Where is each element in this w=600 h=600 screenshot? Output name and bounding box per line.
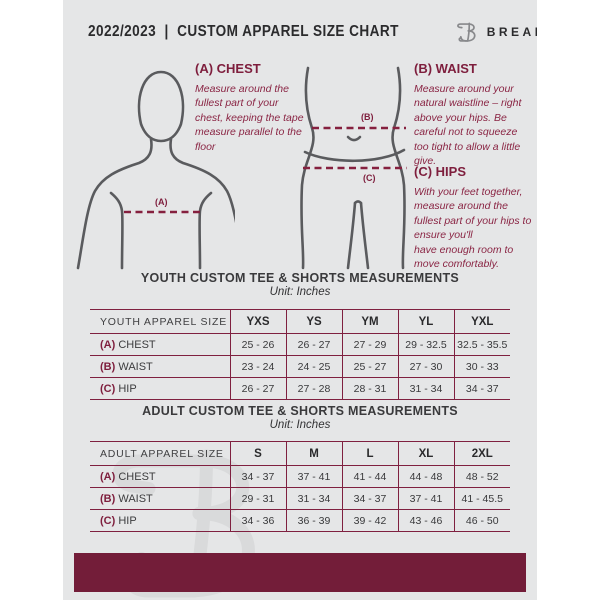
adult-hip-label: (C) HIP <box>90 509 231 532</box>
youth-table-unit: Unit: Inches <box>269 286 331 298</box>
adult-waist-m: 31 - 34 <box>286 487 343 510</box>
table-row: (C) HIP 34 - 36 36 - 39 39 - 42 43 - 46 … <box>90 509 510 532</box>
adult-col-m: M <box>286 441 343 466</box>
brand-name: BREAKAWAY <box>486 25 537 39</box>
table-row: (B) WAIST 29 - 31 31 - 34 34 - 37 37 - 4… <box>90 487 510 510</box>
adult-waist-s: 29 - 31 <box>230 487 287 510</box>
youth-col-yl: YL <box>398 309 455 334</box>
adult-waist-label: (B) WAIST <box>90 487 231 510</box>
youth-col-ym: YM <box>342 309 399 334</box>
chest-guide: (A) CHEST Measure around the fullest par… <box>195 61 309 154</box>
hip-line-marker: (C) <box>363 173 376 183</box>
youth-chest-yl: 29 - 32.5 <box>398 333 455 356</box>
waist-guide-heading: (B) WAIST <box>414 61 477 76</box>
youth-waist-yxl: 30 - 33 <box>465 360 499 373</box>
adult-table-title: ADULT CUSTOM TEE & SHORTS MEASUREMENTS <box>142 404 458 418</box>
adult-chest-l: 41 - 44 <box>342 465 399 488</box>
chest-measure-figure: (A) <box>76 70 235 270</box>
youth-hip-label: (C) HIP <box>90 377 231 400</box>
youth-header-row: YOUTH APPAREL SIZE YXS YS YM YL YXL <box>90 309 510 334</box>
youth-col-yxl: YXL <box>471 315 494 328</box>
adult-header-row: ADULT APPAREL SIZE S M L XL 2XL <box>90 441 510 466</box>
adult-chest-xl: 44 - 48 <box>398 465 455 488</box>
table-row: (A) CHEST 34 - 37 37 - 41 41 - 44 44 - 4… <box>90 465 510 488</box>
table-row: (A) CHEST 25 - 26 26 - 27 27 - 29 29 - 3… <box>90 333 510 356</box>
adult-hip-2xl: 46 - 50 <box>465 514 499 527</box>
row-label: WAIST <box>118 492 153 505</box>
hips-guide-heading: (C) HIPS <box>414 164 466 179</box>
youth-hip-yxl: 34 - 37 <box>465 382 499 395</box>
chest-line-marker: (A) <box>155 197 168 207</box>
youth-col-yxs: YXS <box>230 309 287 334</box>
youth-size-table: YOUTH APPAREL SIZE YXS YS YM YL YXL (A) … <box>90 309 510 400</box>
adult-hip-s: 34 - 36 <box>230 509 287 532</box>
adult-col-2xl: 2XL <box>471 447 493 460</box>
youth-chest-yxl: 32.5 - 35.5 <box>457 338 508 351</box>
youth-waist-ys: 24 - 25 <box>286 355 343 378</box>
hips-guide-text: With your feet together, measure around … <box>414 186 532 271</box>
youth-waist-label: (B) WAIST <box>90 355 231 378</box>
adult-size-header: ADULT APPAREL SIZE <box>90 441 231 466</box>
row-label: CHEST <box>118 470 156 483</box>
youth-chest-label: (A) CHEST <box>90 333 231 356</box>
adult-waist-l: 34 - 37 <box>342 487 399 510</box>
adult-col-l: L <box>342 441 399 466</box>
row-key: (C) <box>100 382 116 395</box>
youth-chest-yxs: 25 - 26 <box>230 333 287 356</box>
table-row: (C) HIP 26 - 27 27 - 28 28 - 31 31 - 34 … <box>90 377 510 400</box>
chest-guide-heading: (A) CHEST <box>195 61 261 76</box>
adult-size-table: ADULT APPAREL SIZE S M L XL 2XL (A) CHES… <box>90 441 510 532</box>
hips-guide: (C) HIPS With your feet together, measur… <box>414 164 534 272</box>
row-key: (B) <box>100 492 116 505</box>
row-key: (A) <box>100 338 116 351</box>
footer-accent-bar <box>74 553 526 592</box>
youth-hip-yl: 31 - 34 <box>398 377 455 400</box>
row-label: HIP <box>118 514 137 527</box>
adult-waist-2xl: 41 - 45.5 <box>461 492 503 505</box>
youth-hip-ys: 27 - 28 <box>286 377 343 400</box>
youth-hip-yxs: 26 - 27 <box>230 377 287 400</box>
youth-waist-ym: 25 - 27 <box>342 355 399 378</box>
row-key: (C) <box>100 514 116 527</box>
adult-chest-m: 37 - 41 <box>286 465 343 488</box>
waist-hip-measure-figure: (B) (C) <box>300 66 407 270</box>
adult-table-unit: Unit: Inches <box>269 419 331 431</box>
youth-col-ys: YS <box>286 309 343 334</box>
row-label: CHEST <box>118 338 156 351</box>
row-label: WAIST <box>118 360 153 373</box>
waist-line-marker: (B) <box>361 112 374 122</box>
chest-guide-text: Measure around the fullest part of your … <box>195 83 304 153</box>
waist-guide: (B) WAIST Measure around your natural wa… <box>414 61 534 169</box>
page-title: 2022/2023 | CUSTOM APPAREL SIZE CHART <box>88 23 399 40</box>
adult-hip-m: 36 - 39 <box>286 509 343 532</box>
header: 2022/2023 | CUSTOM APPAREL SIZE CHART BR… <box>88 16 537 48</box>
youth-table-title: YOUTH CUSTOM TEE & SHORTS MEASUREMENTS <box>140 271 460 285</box>
adult-chest-2xl: 48 - 52 <box>465 470 499 483</box>
adult-hip-l: 39 - 42 <box>342 509 399 532</box>
adult-hip-xl: 43 - 46 <box>398 509 455 532</box>
brand-lockup: BREAKAWAY <box>454 19 537 46</box>
row-label: HIP <box>118 382 137 395</box>
adult-waist-xl: 37 - 41 <box>398 487 455 510</box>
adult-col-xl: XL <box>398 441 455 466</box>
youth-chest-ys: 26 - 27 <box>286 333 343 356</box>
youth-chest-ym: 27 - 29 <box>342 333 399 356</box>
adult-chest-label: (A) CHEST <box>90 465 231 488</box>
row-key: (A) <box>100 470 116 483</box>
youth-waist-yl: 27 - 30 <box>398 355 455 378</box>
row-key: (B) <box>100 360 116 373</box>
adult-col-s: S <box>230 441 287 466</box>
youth-waist-yxs: 23 - 24 <box>230 355 287 378</box>
waist-guide-text: Measure around your natural waistline – … <box>414 83 522 168</box>
table-row: (B) WAIST 23 - 24 24 - 25 25 - 27 27 - 3… <box>90 355 510 378</box>
breakaway-b-logo-icon <box>456 22 476 42</box>
adult-chest-s: 34 - 37 <box>230 465 287 488</box>
youth-hip-ym: 28 - 31 <box>342 377 399 400</box>
youth-size-header: YOUTH APPAREL SIZE <box>90 309 231 334</box>
size-chart-page: 2022/2023 | CUSTOM APPAREL SIZE CHART BR… <box>63 0 537 600</box>
